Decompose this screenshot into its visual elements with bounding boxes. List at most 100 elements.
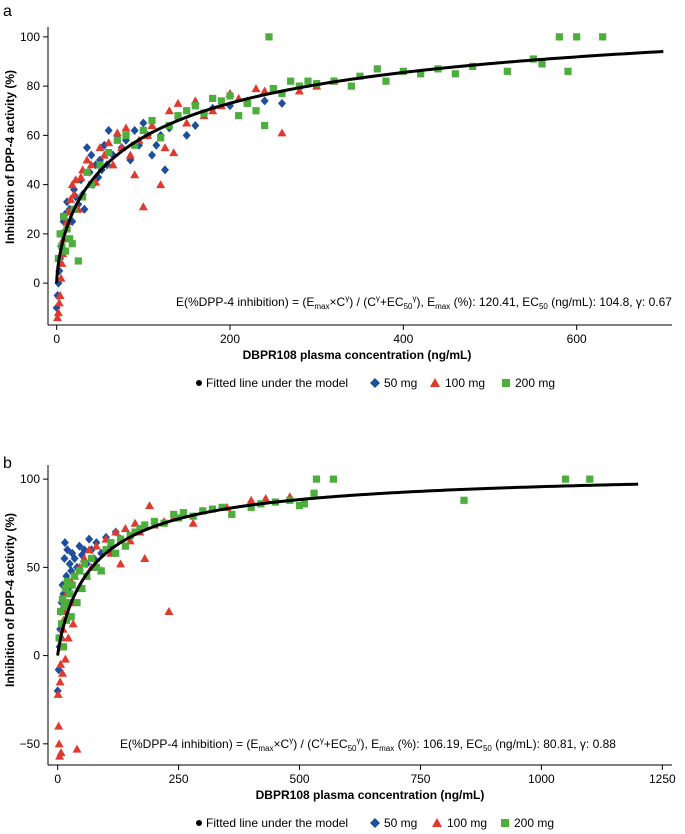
legend-label-50mg-b: 50 mg [384, 816, 417, 830]
point-200mg [61, 584, 70, 593]
point-200mg [265, 33, 273, 41]
x-tick-label: 750 [410, 772, 430, 786]
point-100mg [68, 619, 78, 628]
point-200mg [417, 70, 425, 78]
point-200mg [287, 77, 295, 85]
point-50mg [83, 143, 91, 153]
legend-label-200mg-a: 200 mg [515, 376, 555, 390]
point-200mg [295, 501, 304, 510]
legend-marker-200mg-b [501, 819, 509, 827]
point-100mg [108, 160, 118, 169]
chart-panel-b: b Inhibition of DPP-4 activity (%) 0 250 5… [3, 455, 676, 830]
y-tick-label: 80 [27, 79, 41, 93]
point-200mg [170, 510, 178, 519]
point-100mg [63, 633, 73, 642]
point-200mg [66, 590, 74, 598]
point-100mg [53, 313, 63, 322]
chart-panel-a: a Inhibition of DPP-4 activity (%) 0 200 4… [3, 3, 672, 390]
x-axis-label-a: DBPR108 plasma concentration (ng/mL) [243, 348, 472, 362]
point-200mg [179, 509, 188, 517]
legend-marker-50mg-b [370, 818, 380, 828]
point-200mg [209, 94, 217, 103]
point-200mg [80, 560, 88, 568]
point-100mg [147, 121, 157, 130]
x-tick-label: 1000 [528, 772, 555, 786]
point-100mg [76, 172, 86, 181]
point-100mg [116, 559, 126, 568]
x-axis-label-b: DBPR108 plasma concentration (ng/mL) [256, 788, 485, 802]
y-axis-label-a: Inhibition of DPP-4 activity (%) [3, 70, 17, 244]
legend-marker-100mg-b [432, 818, 442, 827]
point-200mg [131, 141, 139, 149]
x-tick-label: 600 [567, 332, 587, 346]
point-200mg [561, 475, 570, 483]
legend-b: Fitted line under the model 50 mg 100 mg… [196, 816, 554, 830]
point-200mg [252, 107, 260, 115]
point-100mg [188, 518, 198, 527]
point-100mg [95, 143, 105, 152]
legend-marker-fit-b [196, 820, 202, 826]
point-100mg [173, 98, 183, 107]
point-200mg [247, 503, 255, 511]
legend-label-200mg-b: 200 mg [514, 816, 554, 830]
point-200mg [105, 149, 113, 157]
point-100mg [164, 606, 174, 615]
point-100mg [156, 180, 166, 189]
x-tick-label: 400 [393, 332, 413, 346]
y-tick-label: 20 [27, 227, 41, 241]
point-200mg [79, 193, 87, 201]
point-200mg [60, 602, 69, 610]
point-100mg [261, 494, 271, 503]
point-200mg [300, 500, 308, 508]
point-100mg [79, 554, 89, 563]
point-50mg [60, 538, 69, 548]
x-tick-label: 500 [290, 772, 310, 786]
point-200mg [243, 99, 251, 107]
point-100mg [246, 495, 256, 504]
point-200mg [278, 89, 286, 98]
point-200mg [71, 572, 79, 580]
point-200mg [122, 131, 130, 139]
point-200mg [97, 567, 105, 575]
tick-labels-b: 0 250 500 750 1000 1250 −50 0 50 100 [20, 472, 676, 786]
point-200mg [56, 607, 65, 616]
point-100mg [145, 501, 155, 510]
point-100mg [125, 150, 135, 159]
point-200mg [183, 107, 191, 115]
point-200mg [61, 247, 69, 255]
point-100mg [160, 143, 170, 152]
point-200mg [107, 539, 115, 547]
y-tick-label: 60 [27, 128, 41, 142]
point-200mg [68, 240, 76, 248]
tick-labels-a: 0 200 400 600 0 20 40 60 80 100 [20, 30, 587, 346]
point-200mg [228, 510, 236, 519]
point-200mg [217, 97, 225, 105]
point-100mg [294, 86, 304, 95]
point-200mg [269, 84, 277, 93]
y-tick-label: 50 [27, 560, 41, 574]
point-100mg [120, 524, 130, 533]
point-200mg [102, 546, 110, 554]
point-50mg [278, 98, 286, 108]
point-50mg [148, 150, 156, 160]
model-equation-b: E(%DPP-4 inhibition) = (Emax×Cγ) / (Cγ+E… [120, 736, 616, 753]
point-200mg [66, 235, 74, 243]
y-axis-label-b: Inhibition of DPP-4 activity (%) [3, 513, 17, 687]
point-50mg [191, 121, 200, 131]
point-50mg [130, 125, 139, 135]
point-200mg [113, 136, 121, 144]
point-100mg [54, 298, 64, 307]
point-100mg [111, 527, 121, 536]
y-tick-label: 100 [20, 472, 40, 486]
legend-label-50mg-a: 50 mg [384, 376, 417, 390]
point-200mg [92, 563, 100, 571]
x-tick-label: 0 [54, 772, 61, 786]
y-tick-label: 0 [33, 276, 40, 290]
point-100mg [54, 721, 64, 730]
point-200mg [310, 489, 318, 497]
point-100mg [104, 138, 114, 147]
point-100mg [260, 86, 270, 95]
point-200mg [295, 82, 303, 90]
point-100mg [58, 668, 68, 677]
point-100mg [130, 170, 140, 179]
